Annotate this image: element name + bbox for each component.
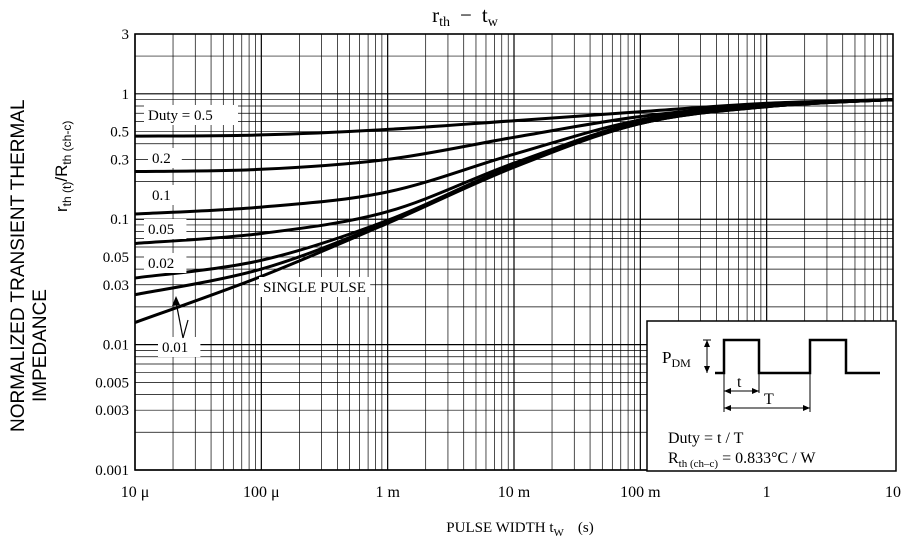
y-tick-label: 0.001 xyxy=(95,463,129,479)
label-layer: Duty = 0.5 0.2 0.1 0.05 0.02 SINGLE PULSE 0.01 xyxy=(144,105,371,357)
series-label: Duty = 0.5 xyxy=(148,108,213,124)
series-layer xyxy=(134,98,894,324)
tick-layer: 10 μ 100 μ 1 m 10 m 100 m 1 10 3 1 0.5 0.3 0.1 0.05 0… xyxy=(95,27,901,501)
plot-frame xyxy=(134,33,894,471)
y-tick-label: 0.003 xyxy=(95,403,129,419)
series-label-bg xyxy=(259,277,371,297)
pulse-waveform xyxy=(715,338,880,375)
series-label-bg xyxy=(158,337,201,357)
label-pointer-head xyxy=(172,296,180,306)
y-tick-label: 3 xyxy=(122,27,130,43)
series-label: 0.1 xyxy=(152,188,171,204)
label-pointer xyxy=(182,319,189,339)
series-label-bg xyxy=(144,105,238,125)
y-tick-label: 0.05 xyxy=(103,250,129,266)
x-tick-label: 10 μ xyxy=(121,484,150,501)
series-label: 0.05 xyxy=(148,222,174,238)
y-axis-label: NORMALIZED TRANSIENT THERMAL IMPEDANCE r… xyxy=(0,0,80,546)
y-axis-label-line2: IMPEDANCE xyxy=(30,289,51,402)
x-tick-label: 100 μ xyxy=(243,484,280,501)
y-tick-label: 0.1 xyxy=(110,212,129,228)
label-pointer xyxy=(175,301,184,339)
y-axis-label-line1: NORMALIZED TRANSIENT THERMAL xyxy=(8,99,29,432)
duty-formula: Duty = t / T xyxy=(668,430,744,447)
y-tick-label: 0.3 xyxy=(110,152,129,168)
series-label: SINGLE PULSE xyxy=(263,280,366,296)
T-label: T xyxy=(764,391,774,408)
series-label: 0.01 xyxy=(162,340,188,356)
y-tick-label: 0.005 xyxy=(95,375,129,391)
y-tick-label: 0.01 xyxy=(103,338,129,354)
pulse-inset: PDM t T Duty = t / T Rth (ch–c) = 0.833°C… xyxy=(646,320,897,472)
x-axis-label: PULSE WIDTH tW (s) xyxy=(446,520,593,539)
x-tick-label: 1 m xyxy=(375,484,400,501)
x-tick-label: 10 xyxy=(885,484,901,501)
x-tick-label: 1 xyxy=(763,484,771,501)
rth-value: Rth (ch–c) = 0.833°C / W xyxy=(668,450,816,470)
series-label-bg xyxy=(148,185,182,205)
series-line-6 xyxy=(134,98,894,324)
series-label-bg xyxy=(144,253,187,273)
pdm-label: PDM xyxy=(662,348,691,370)
series-label: 0.02 xyxy=(148,256,174,272)
y-tick-label: 0.5 xyxy=(110,125,129,141)
t-label: t xyxy=(737,374,742,391)
x-tick-label: 10 m xyxy=(498,484,531,501)
x-tick-label: 100 m xyxy=(620,484,661,501)
y-tick-label: 0.03 xyxy=(103,278,129,294)
series-label-bg xyxy=(144,219,187,239)
y-tick-label: 1 xyxy=(122,87,130,103)
chart-title: rth − tw xyxy=(432,3,499,30)
series-label: 0.2 xyxy=(152,151,171,167)
y-axis-label-symbol: rth (t)/Rth (ch-c) xyxy=(52,120,74,212)
series-label-bg xyxy=(148,148,182,168)
